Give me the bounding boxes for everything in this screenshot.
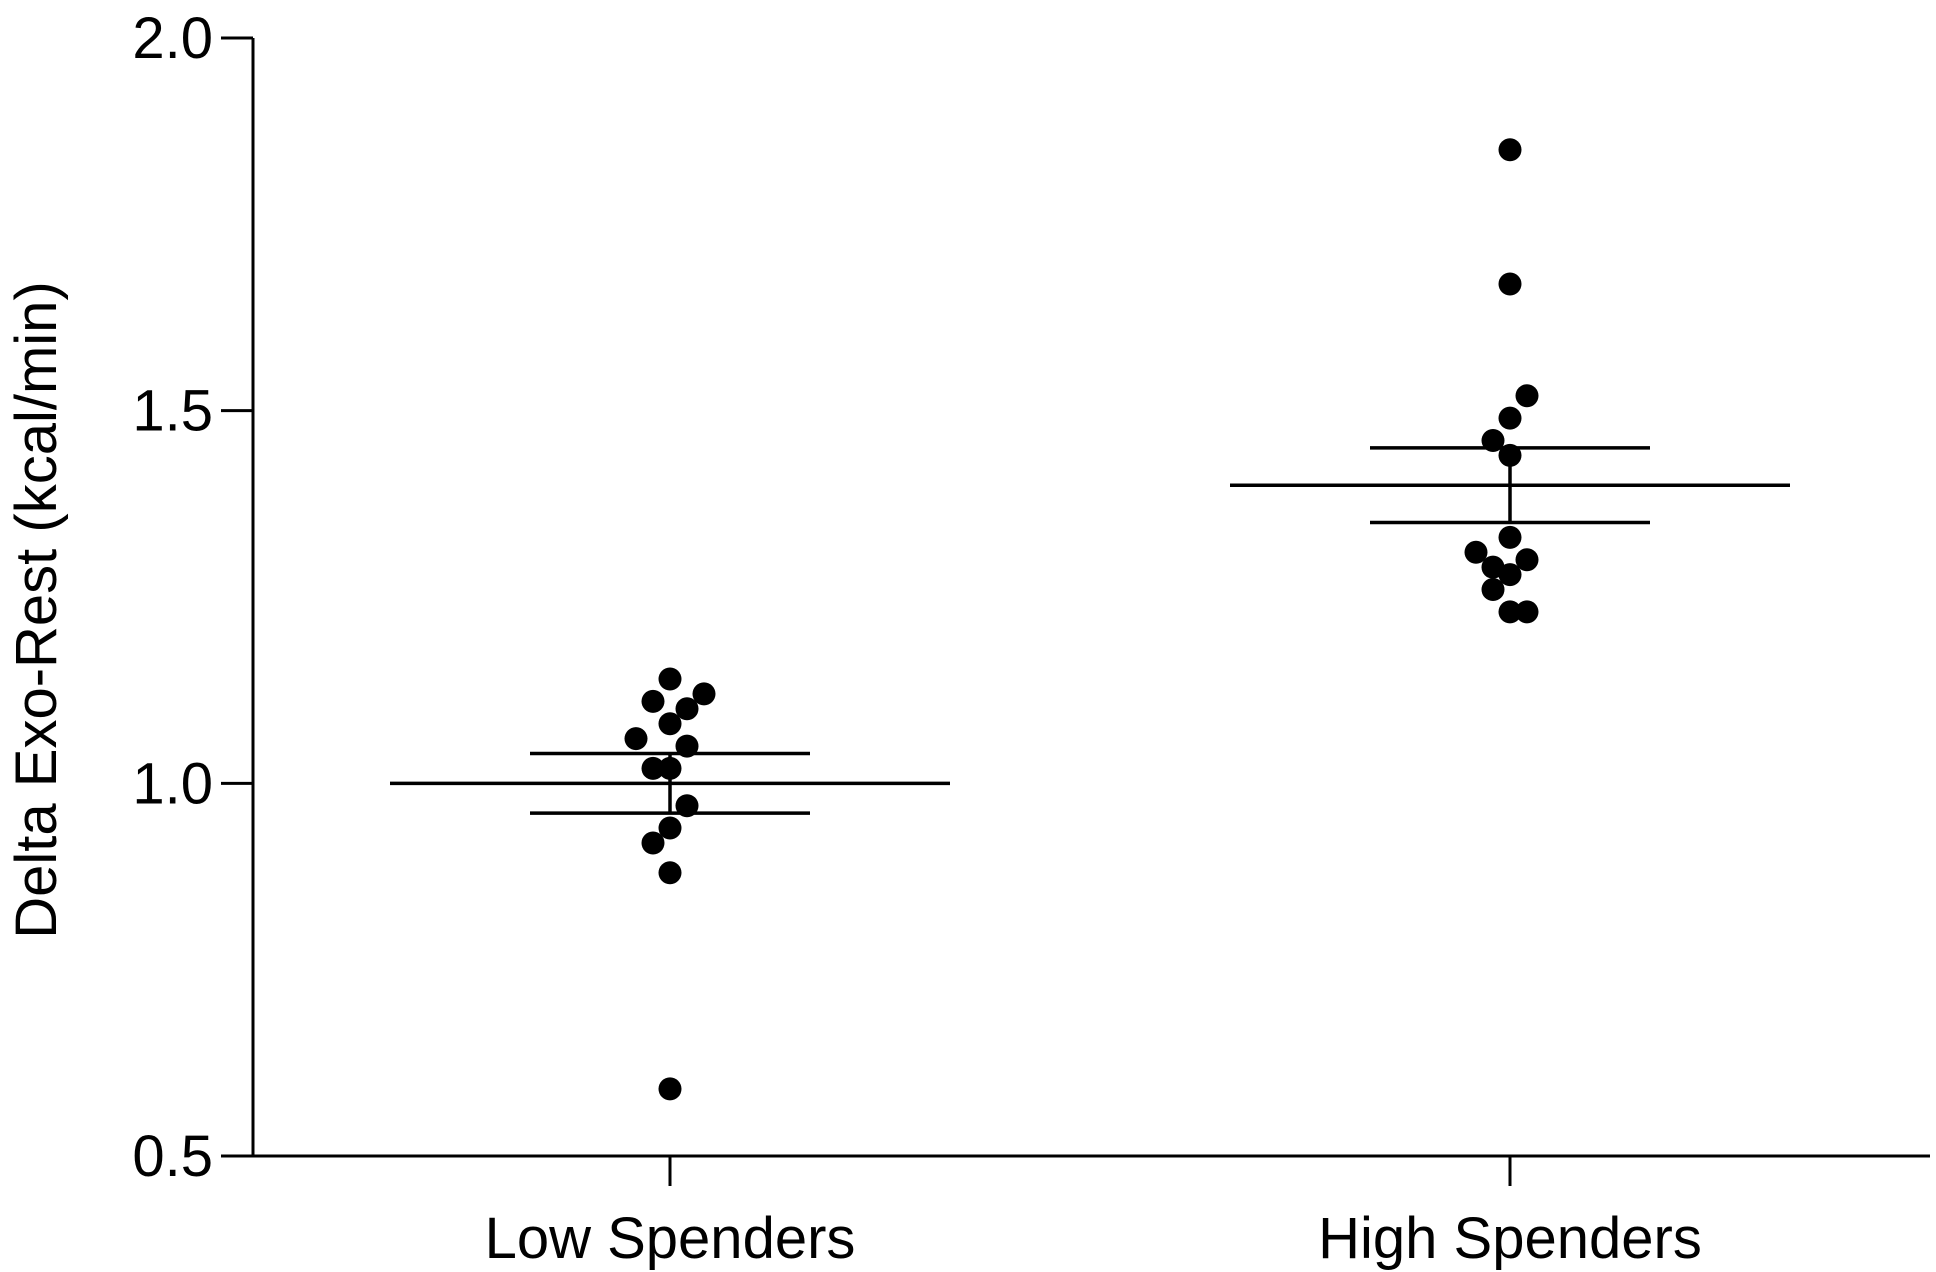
data-point <box>1498 272 1522 296</box>
data-point <box>1481 428 1505 452</box>
data-points <box>624 138 1539 1101</box>
data-point <box>1498 525 1522 549</box>
data-point <box>1515 600 1539 624</box>
data-point <box>1464 540 1488 564</box>
data-point <box>641 831 665 855</box>
y-axis-label: Delta Exo-Rest (kcal/min) <box>4 281 69 938</box>
data-point <box>658 1077 682 1101</box>
y-tick-label: 0.5 <box>132 1124 213 1189</box>
x-category-label: Low Spenders <box>485 1206 856 1271</box>
data-point <box>1515 548 1539 572</box>
y-tick-label: 1.0 <box>132 751 213 816</box>
data-point <box>658 756 682 780</box>
data-point <box>658 712 682 736</box>
y-tick-label: 1.5 <box>132 379 213 444</box>
x-category-label: High Spenders <box>1318 1206 1702 1271</box>
data-point <box>1515 384 1539 408</box>
x-ticks: Low Spenders High Spenders <box>485 1156 1702 1271</box>
data-point <box>1481 578 1505 602</box>
data-point <box>692 682 716 706</box>
data-point <box>1498 563 1522 587</box>
data-point <box>1498 138 1522 162</box>
data-point <box>1498 600 1522 624</box>
data-point <box>641 756 665 780</box>
mean-sem-lines <box>390 446 1790 815</box>
data-point <box>658 861 682 885</box>
y-ticks: 0.5 1.0 1.5 2.0 <box>132 6 253 1189</box>
data-point <box>675 734 699 758</box>
data-point <box>1498 406 1522 430</box>
data-point <box>1498 443 1522 467</box>
data-point <box>641 689 665 713</box>
y-tick-label: 2.0 <box>132 6 213 71</box>
data-point <box>624 727 648 751</box>
data-point <box>675 697 699 721</box>
data-point <box>658 667 682 691</box>
data-point <box>675 794 699 818</box>
data-point <box>658 816 682 840</box>
